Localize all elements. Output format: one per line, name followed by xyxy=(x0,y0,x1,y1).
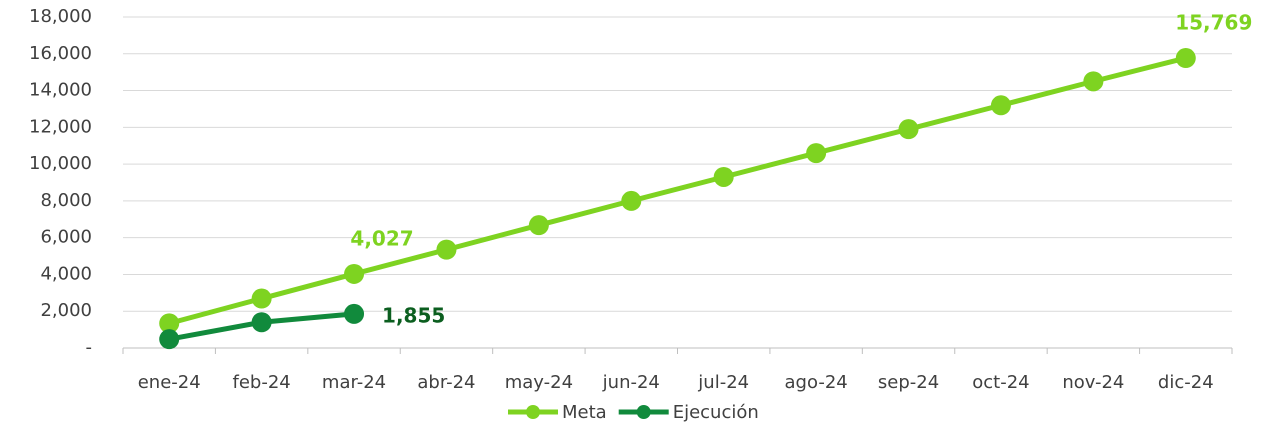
data-label: 15,769 xyxy=(1175,11,1252,35)
x-tick-label: dic-24 xyxy=(1158,372,1214,393)
y-tick-label: 6,000 xyxy=(40,227,92,248)
y-tick-label: - xyxy=(86,337,93,358)
data-point xyxy=(159,313,180,334)
x-tick-label: oct-24 xyxy=(972,372,1029,393)
x-tick-label: feb-24 xyxy=(233,372,291,393)
legend-label: Meta xyxy=(562,402,607,423)
legend-marker xyxy=(636,405,651,419)
y-tick-label: 8,000 xyxy=(40,190,92,211)
legend-marker xyxy=(526,405,540,419)
data-point xyxy=(1175,48,1196,69)
x-tick-label: ago-24 xyxy=(785,372,848,393)
data-point xyxy=(528,215,549,236)
x-tick-label: jun-24 xyxy=(602,372,660,393)
x-tick-label: mar-24 xyxy=(322,372,386,393)
x-tick-label: abr-24 xyxy=(417,372,475,393)
y-tick-label: 4,000 xyxy=(40,263,92,284)
y-tick-label: 14,000 xyxy=(29,80,92,101)
data-point xyxy=(621,190,642,211)
data-point xyxy=(436,239,457,260)
legend: Meta Ejecución xyxy=(508,402,759,423)
data-point xyxy=(251,288,272,309)
legend-label: Ejecución xyxy=(673,402,759,423)
x-tick-label: jul-24 xyxy=(697,372,749,393)
x-tick-label: nov-24 xyxy=(1062,372,1124,393)
data-point xyxy=(251,312,272,333)
y-tick-label: 2,000 xyxy=(40,300,92,321)
data-point xyxy=(898,119,919,140)
data-point xyxy=(344,303,365,324)
data-point xyxy=(344,263,365,284)
data-label: 4,027 xyxy=(350,226,413,250)
data-point xyxy=(159,329,180,350)
y-tick-label: 12,000 xyxy=(29,116,92,137)
x-tick-label: ene-24 xyxy=(138,372,201,393)
data-point xyxy=(806,143,827,164)
data-point xyxy=(1083,71,1104,92)
x-tick-label: may-24 xyxy=(505,372,573,393)
data-point xyxy=(713,166,734,187)
data-point xyxy=(990,95,1011,116)
series-line xyxy=(168,55,1187,326)
x-tick-label: sep-24 xyxy=(878,372,939,393)
data-label: 1,855 xyxy=(382,303,445,327)
y-tick-label: 18,000 xyxy=(29,6,92,27)
y-tick-label: 10,000 xyxy=(29,153,92,174)
y-tick-label: 16,000 xyxy=(29,43,92,64)
